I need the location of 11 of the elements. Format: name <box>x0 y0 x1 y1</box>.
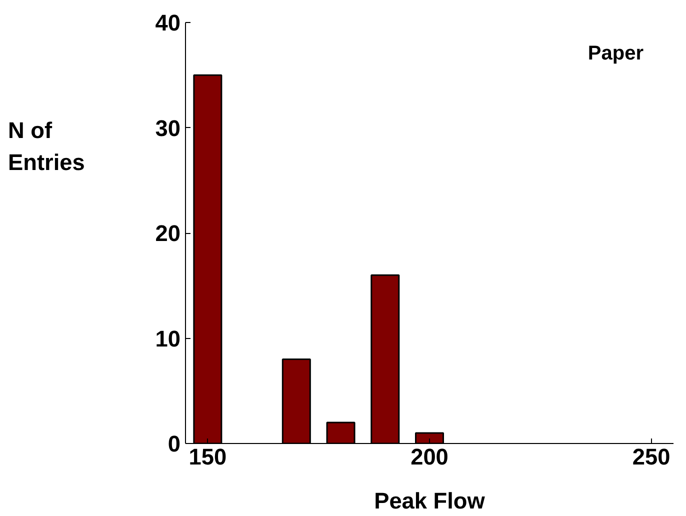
y-tick-label: 20 <box>155 220 180 246</box>
y-axis-title: N of Entries <box>8 116 85 177</box>
y-tick-label: 0 <box>168 430 181 456</box>
x-tick-label: 150 <box>188 444 227 470</box>
y-tick-label: 30 <box>155 114 180 141</box>
x-axis-title: Peak Flow <box>374 488 486 514</box>
y-tick-label: 40 <box>155 10 180 36</box>
x-tick-label: 200 <box>410 444 448 470</box>
y-tick-label: 10 <box>155 325 180 352</box>
x-tick-label: 250 <box>632 444 670 470</box>
annotation: Paper <box>588 42 644 64</box>
